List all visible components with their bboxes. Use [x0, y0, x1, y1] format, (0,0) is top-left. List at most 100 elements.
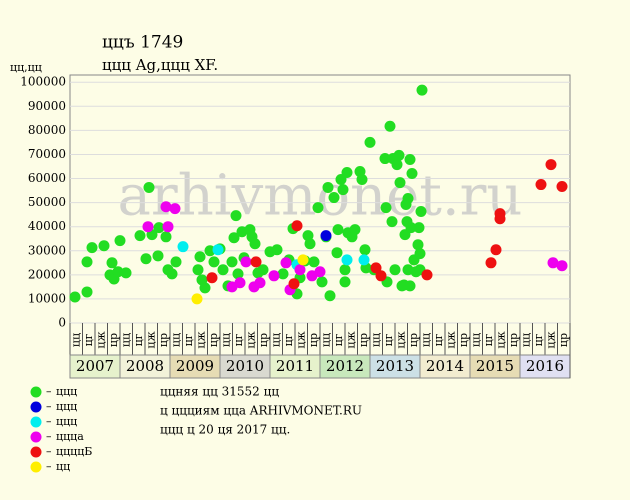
data-point [81, 286, 93, 298]
data-point [140, 253, 152, 265]
data-point [414, 248, 426, 260]
quarter-label: цц [319, 333, 332, 347]
quarter-label: цж [344, 331, 357, 348]
quarter-label: цг [282, 333, 295, 346]
legend-label: цццa [56, 430, 84, 443]
y-tick-label: 10000 [28, 291, 66, 305]
data-point [191, 293, 203, 305]
data-point [217, 264, 229, 276]
quarter-label: цр [157, 333, 170, 347]
legend-marker [30, 446, 42, 458]
quarter-label: цж [144, 331, 157, 348]
legend-marker [30, 416, 42, 428]
data-point [234, 277, 246, 289]
data-point [358, 254, 370, 266]
year-label: 2012 [326, 357, 364, 375]
quarter-label: цр [207, 333, 220, 347]
year-label: 2008 [126, 357, 164, 375]
data-point [316, 276, 328, 288]
data-point [394, 177, 406, 189]
data-point [271, 244, 283, 256]
data-point [341, 167, 353, 179]
data-point [232, 268, 244, 280]
data-point [370, 262, 382, 274]
data-point [288, 278, 300, 290]
data-point [206, 272, 218, 284]
y-tick-label: 70000 [28, 147, 66, 161]
quarter-label: цж [194, 331, 207, 348]
data-point [162, 221, 174, 233]
data-point [114, 235, 126, 247]
data-point [160, 231, 172, 243]
quarter-label: цж [394, 331, 407, 348]
data-point [320, 230, 332, 242]
data-point [339, 276, 351, 288]
legend-label: ццц [56, 400, 77, 413]
data-point [339, 264, 351, 276]
quarter-label: цг [532, 333, 545, 346]
data-point [545, 159, 557, 171]
data-point [412, 239, 424, 251]
data-point [337, 184, 349, 196]
quarter-label: цц [119, 333, 132, 347]
data-point [404, 154, 416, 166]
quarter-label: цр [107, 333, 120, 347]
data-point [421, 269, 433, 281]
data-point [308, 256, 320, 268]
chart-subtitle: ццц Ag,ццц XF. [102, 56, 218, 74]
year-label: 2014 [426, 357, 464, 375]
data-point [341, 254, 353, 266]
legend-dash: – [46, 445, 52, 458]
data-point [547, 257, 559, 269]
data-point [257, 264, 269, 276]
legend-dash: – [46, 460, 52, 473]
chart-title: ццъ 1749 [102, 33, 183, 53]
data-point [240, 256, 252, 268]
data-point [490, 244, 502, 256]
quarter-label: цц [419, 333, 432, 347]
quarter-label: цг [132, 333, 145, 346]
data-point [314, 266, 326, 278]
data-point [391, 159, 403, 171]
legend-label: ццццБ [56, 445, 92, 458]
quarter-label: цр [257, 333, 270, 347]
quarter-label: цр [407, 333, 420, 347]
data-point [268, 270, 280, 282]
quarter-label: цг [432, 333, 445, 346]
quarter-label: цр [557, 333, 570, 347]
data-point [153, 222, 165, 234]
data-point [204, 245, 216, 257]
data-point [120, 267, 132, 279]
year-label: 2016 [526, 357, 564, 375]
quarter-label: цц [469, 333, 482, 347]
data-point [556, 260, 568, 272]
data-point [386, 216, 398, 228]
quarter-label: цц [219, 333, 232, 347]
data-point [349, 224, 361, 236]
data-point [402, 193, 414, 205]
data-point [194, 251, 206, 263]
data-point [86, 242, 98, 254]
data-point [208, 256, 220, 268]
quarter-label: цж [544, 331, 557, 348]
data-point [375, 270, 387, 282]
y-tick-label: 20000 [28, 267, 66, 281]
data-point [415, 206, 427, 218]
quarter-label: цг [82, 333, 95, 346]
data-point [404, 280, 416, 292]
quarter-label: цг [332, 333, 345, 346]
quarter-label: цг [382, 333, 395, 346]
y-tick-label: 50000 [28, 195, 66, 209]
data-point [98, 240, 110, 252]
y-tick-label: 90000 [28, 99, 66, 113]
data-point [106, 257, 118, 269]
quarter-label: цж [94, 331, 107, 348]
note: ццняя цц 31552 цц [160, 385, 279, 399]
y-tick-label: 40000 [28, 219, 66, 233]
data-point [393, 149, 405, 161]
legend-dash: – [46, 415, 52, 428]
quarter-label: цц [269, 333, 282, 347]
data-point [332, 224, 344, 236]
y-tick-label: 60000 [28, 171, 66, 185]
